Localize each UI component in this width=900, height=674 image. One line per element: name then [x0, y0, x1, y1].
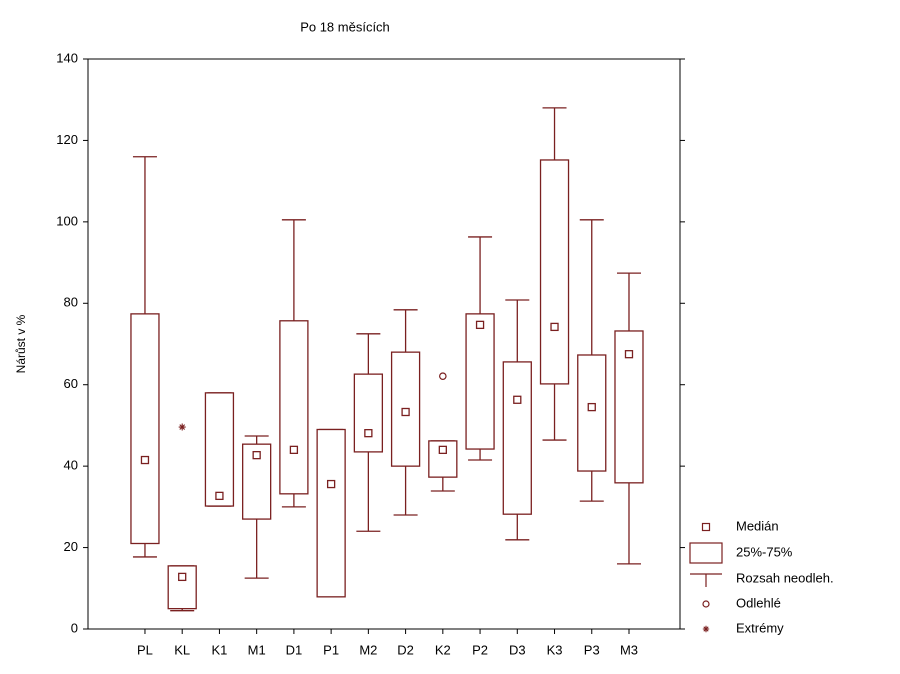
box — [167, 565, 197, 610]
median — [624, 350, 634, 359]
legend-label: 25%-75% — [736, 544, 793, 559]
median — [438, 445, 447, 455]
median — [289, 445, 299, 455]
outlier — [439, 372, 447, 380]
chart-title: Po 18 měsících — [300, 19, 390, 34]
median — [215, 491, 224, 501]
box — [353, 373, 384, 453]
box — [279, 320, 309, 495]
legend-extreme-symbol — [702, 625, 710, 633]
legend-label: Rozsah neodleh. — [736, 570, 834, 585]
box — [465, 313, 495, 450]
median — [364, 429, 373, 438]
box — [577, 354, 607, 472]
legend-label: Extrémy — [736, 620, 784, 635]
median — [475, 320, 485, 330]
box — [502, 361, 532, 515]
y-tick-label: 80 — [64, 295, 78, 310]
y-tick-label: 40 — [64, 458, 78, 473]
y-axis-label: Nárůst v % — [14, 314, 28, 373]
x-tick-label: M3 — [620, 642, 638, 657]
median — [252, 450, 261, 460]
x-tick-label: K2 — [435, 642, 451, 657]
x-tick-label: P3 — [584, 642, 600, 657]
extreme — [178, 423, 186, 431]
legend-outlier-symbol — [702, 600, 710, 608]
x-tick-label: K3 — [547, 642, 563, 657]
x-tick-label: D1 — [286, 642, 303, 657]
box — [316, 428, 346, 598]
median — [550, 322, 559, 332]
plot-frame — [87, 58, 681, 630]
x-tick-label: M2 — [359, 642, 377, 657]
y-tick-label: 120 — [56, 132, 78, 147]
box — [428, 440, 458, 478]
legend-whisker-symbol — [690, 573, 722, 587]
x-tick-label: KL — [174, 642, 190, 657]
median — [513, 395, 522, 404]
median — [587, 402, 596, 412]
x-tick-label: D2 — [397, 642, 414, 657]
box — [614, 330, 644, 484]
box — [130, 313, 160, 545]
median — [326, 479, 336, 489]
legend-label: Odlehlé — [736, 595, 781, 610]
median — [140, 455, 150, 465]
x-tick-label: D3 — [509, 642, 526, 657]
y-tick-label: 60 — [64, 376, 78, 391]
median — [401, 407, 410, 417]
y-tick-label: 100 — [56, 213, 78, 228]
y-tick-label: 140 — [56, 50, 78, 65]
y-tick-label: 0 — [71, 620, 78, 635]
x-tick-label: P1 — [323, 642, 339, 657]
x-tick-label: PL — [137, 642, 153, 657]
x-tick-label: M1 — [248, 642, 266, 657]
legend-median-symbol — [701, 522, 711, 532]
y-tick-label: 20 — [64, 539, 78, 554]
x-tick-label: K1 — [211, 642, 227, 657]
median — [178, 572, 187, 582]
legend-box-symbol — [689, 542, 723, 564]
box — [390, 351, 421, 467]
legend-label: Medián — [736, 518, 779, 533]
box — [539, 159, 570, 385]
x-tick-label: P2 — [472, 642, 488, 657]
box — [204, 392, 235, 507]
